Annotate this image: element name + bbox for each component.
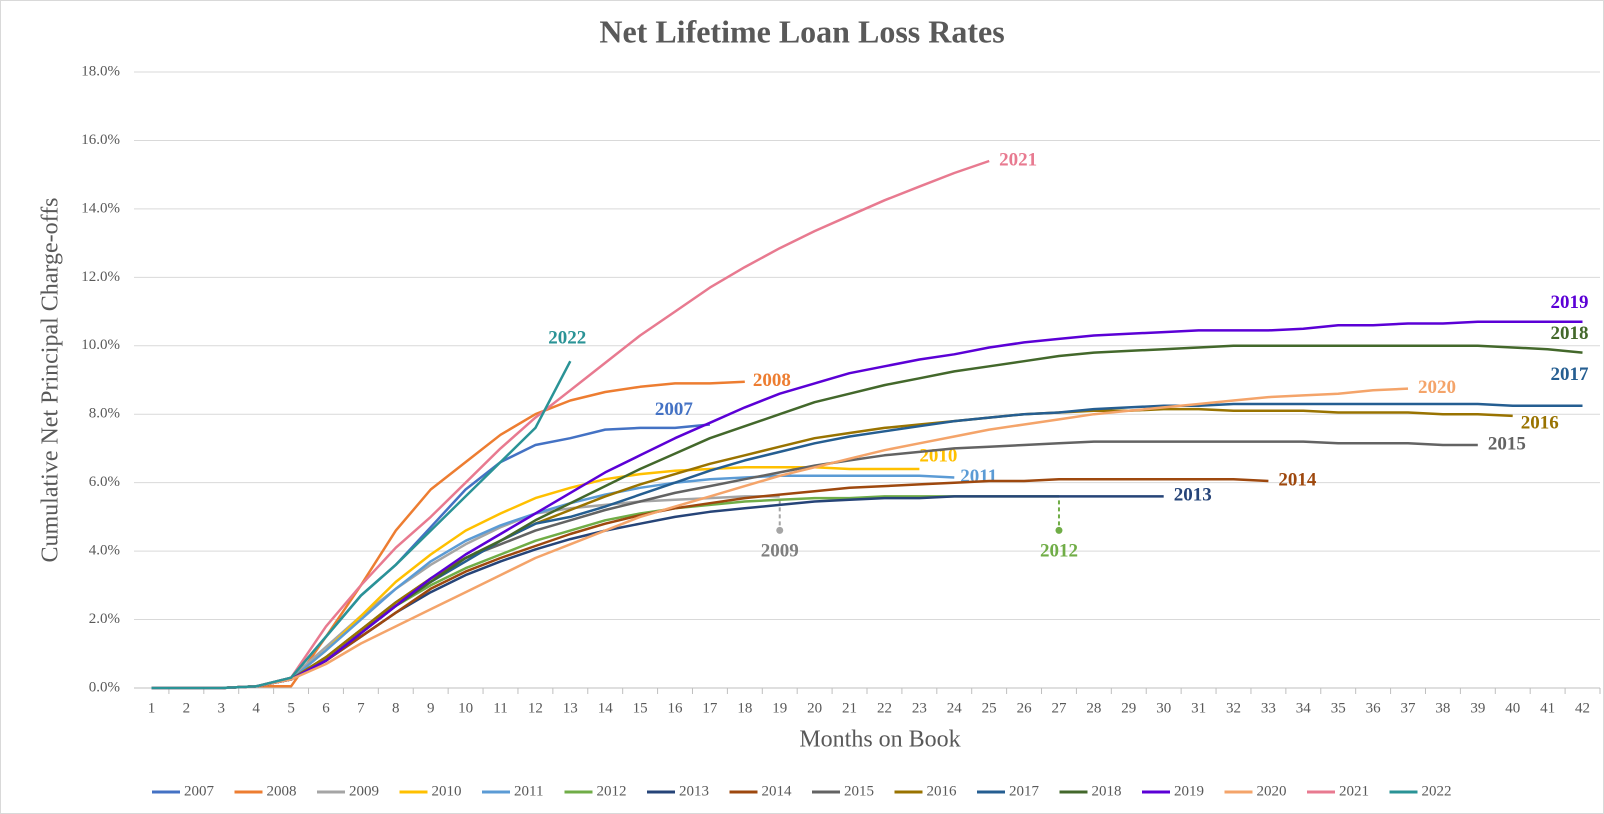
series-line bbox=[151, 407, 1513, 690]
legend-label: 2018 bbox=[1092, 783, 1122, 799]
series-line bbox=[151, 387, 1409, 690]
legend-label: 2015 bbox=[844, 783, 874, 799]
label-leader-dot bbox=[1055, 526, 1063, 534]
x-tick-label: 38 bbox=[1435, 700, 1450, 716]
x-tick-label: 12 bbox=[528, 700, 543, 716]
x-tick-label: 22 bbox=[877, 700, 892, 716]
x-tick-label: 3 bbox=[218, 700, 226, 716]
x-tick-label: 32 bbox=[1226, 700, 1241, 716]
series-label: 2020 bbox=[1418, 377, 1456, 398]
series-label: 2008 bbox=[753, 370, 791, 391]
series-label: 2015 bbox=[1488, 433, 1526, 454]
x-tick-label: 28 bbox=[1086, 700, 1101, 716]
x-tick-label: 1 bbox=[148, 700, 156, 716]
x-tick-label: 8 bbox=[392, 700, 400, 716]
y-tick-label: 6.0% bbox=[89, 474, 120, 490]
y-tick-label: 2.0% bbox=[89, 611, 120, 627]
series-label: 2022 bbox=[548, 328, 586, 349]
legend-label: 2022 bbox=[1422, 783, 1452, 799]
x-tick-label: 6 bbox=[322, 700, 330, 716]
series-label: 2017 bbox=[1551, 364, 1590, 385]
series-label: 2016 bbox=[1521, 412, 1559, 433]
legend-label: 2011 bbox=[514, 783, 543, 799]
x-tick-label: 33 bbox=[1261, 700, 1276, 716]
x-tick-label: 19 bbox=[772, 700, 787, 716]
legend-label: 2017 bbox=[1009, 783, 1040, 799]
series-label: 2014 bbox=[1278, 469, 1317, 490]
x-tick-label: 40 bbox=[1505, 700, 1520, 716]
legend-label: 2016 bbox=[927, 783, 958, 799]
y-tick-label: 0.0% bbox=[89, 679, 120, 695]
series-label: 2021 bbox=[999, 149, 1037, 170]
y-tick-label: 10.0% bbox=[81, 337, 120, 353]
y-tick-label: 14.0% bbox=[81, 200, 120, 216]
x-tick-label: 30 bbox=[1156, 700, 1171, 716]
x-tick-label: 11 bbox=[493, 700, 507, 716]
x-tick-label: 41 bbox=[1540, 700, 1555, 716]
x-tick-label: 15 bbox=[633, 700, 648, 716]
x-tick-label: 4 bbox=[252, 700, 260, 716]
x-tick-label: 23 bbox=[912, 700, 927, 716]
x-tick-label: 26 bbox=[1017, 700, 1033, 716]
x-tick-label: 34 bbox=[1296, 700, 1312, 716]
x-tick-label: 27 bbox=[1051, 700, 1067, 716]
x-tick-label: 21 bbox=[842, 700, 857, 716]
x-tick-label: 35 bbox=[1331, 700, 1346, 716]
x-tick-label: 9 bbox=[427, 700, 435, 716]
legend-label: 2008 bbox=[267, 783, 297, 799]
x-tick-label: 39 bbox=[1470, 700, 1485, 716]
series-line bbox=[151, 360, 572, 690]
series-line bbox=[151, 320, 1583, 690]
legend-label: 2019 bbox=[1174, 783, 1204, 799]
y-axis-label: Cumulative Net Principal Charge-offs bbox=[38, 197, 64, 562]
legend-label: 2020 bbox=[1257, 783, 1287, 799]
legend-label: 2014 bbox=[762, 783, 793, 799]
x-tick-label: 17 bbox=[702, 700, 718, 716]
x-tick-label: 18 bbox=[737, 700, 752, 716]
x-axis-label: Months on Book bbox=[799, 727, 960, 753]
legend-label: 2012 bbox=[597, 783, 627, 799]
x-tick-label: 10 bbox=[458, 700, 473, 716]
x-tick-label: 13 bbox=[563, 700, 578, 716]
series-label: 2018 bbox=[1551, 323, 1589, 344]
series-label: 2011 bbox=[960, 466, 997, 487]
y-tick-label: 18.0% bbox=[81, 63, 120, 79]
x-tick-label: 7 bbox=[357, 700, 365, 716]
x-tick-label: 16 bbox=[668, 700, 684, 716]
series-label: 2012 bbox=[1040, 541, 1078, 562]
y-tick-label: 12.0% bbox=[81, 269, 120, 285]
legend-label: 2007 bbox=[184, 783, 215, 799]
x-tick-label: 29 bbox=[1121, 700, 1136, 716]
y-tick-label: 4.0% bbox=[89, 543, 120, 559]
x-tick-label: 42 bbox=[1575, 700, 1590, 716]
series-label: 2019 bbox=[1551, 292, 1589, 313]
x-tick-label: 37 bbox=[1401, 700, 1417, 716]
label-leader-dot bbox=[776, 526, 784, 534]
y-tick-label: 8.0% bbox=[89, 406, 120, 422]
x-tick-label: 31 bbox=[1191, 700, 1206, 716]
x-tick-label: 2 bbox=[183, 700, 191, 716]
legend-label: 2021 bbox=[1339, 783, 1369, 799]
x-tick-label: 20 bbox=[807, 700, 822, 716]
x-tick-label: 36 bbox=[1366, 700, 1382, 716]
chart-title: Net Lifetime Loan Loss Rates bbox=[599, 13, 1004, 49]
x-tick-label: 14 bbox=[598, 700, 614, 716]
legend-label: 2010 bbox=[432, 783, 462, 799]
series-label: 2013 bbox=[1174, 485, 1212, 506]
x-tick-label: 25 bbox=[982, 700, 997, 716]
legend-label: 2013 bbox=[679, 783, 709, 799]
series-label: 2007 bbox=[655, 399, 694, 420]
legend-label: 2009 bbox=[349, 783, 379, 799]
y-tick-label: 16.0% bbox=[81, 132, 120, 148]
x-tick-label: 24 bbox=[947, 700, 963, 716]
x-tick-label: 5 bbox=[287, 700, 295, 716]
series-label: 2009 bbox=[761, 541, 799, 562]
